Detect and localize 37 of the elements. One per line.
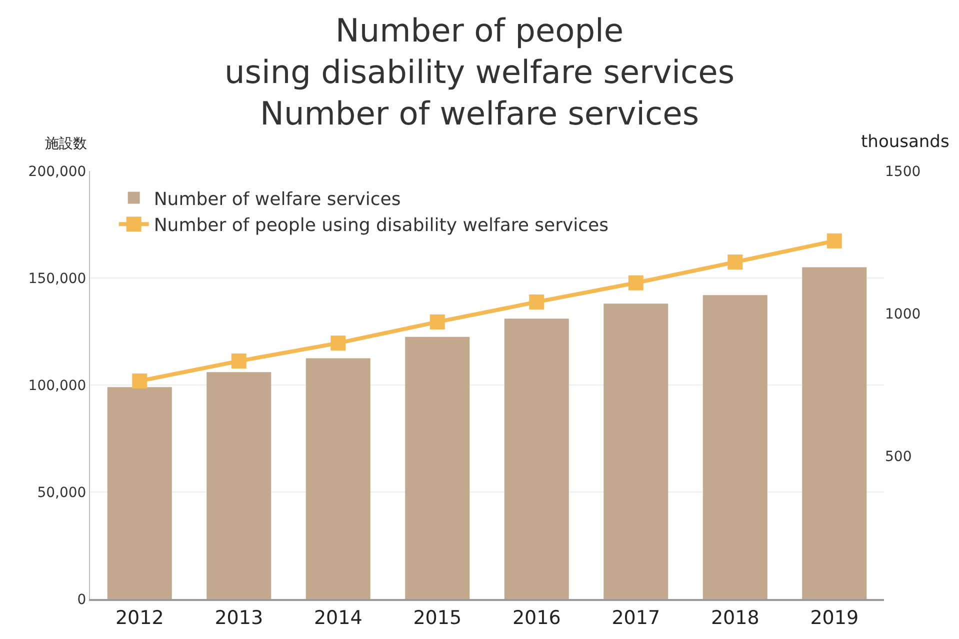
y-tick-label: 100,000 (28, 378, 86, 394)
bar (604, 304, 668, 599)
x-tick-label: 2013 (214, 606, 264, 629)
legend-label: Number of welfare services (154, 188, 401, 210)
chart-title: Number of people using disability welfare services Number of welfare services (224, 12, 734, 133)
point (231, 354, 246, 369)
y-tick-label: 200,000 (28, 164, 86, 180)
y-tick-label: 50,000 (37, 484, 86, 501)
bar (802, 267, 867, 599)
y-tick-label: 0 (77, 592, 86, 608)
point (826, 233, 842, 248)
x-tick-label: 2016 (512, 606, 561, 629)
point (529, 294, 544, 310)
bar (405, 336, 470, 599)
bar (206, 372, 272, 599)
legend-label: Number of people using disability welfare services (154, 215, 609, 236)
y2-tick-label: 1000 (885, 306, 921, 323)
bar (306, 358, 370, 599)
point (430, 314, 445, 330)
x-tick-label: 2012 (115, 606, 164, 629)
point (330, 336, 346, 351)
y-tick-label: 150,000 (28, 270, 86, 287)
x-tick-label: 2014 (314, 606, 362, 629)
x-tick-label: 2017 (612, 606, 660, 629)
bar (702, 295, 768, 599)
x-tick-label: 2015 (413, 606, 462, 629)
bar (504, 318, 569, 599)
y2-axis-title: thousands (861, 132, 950, 152)
point (728, 254, 743, 270)
y-axis-title: 施設数 (45, 136, 87, 152)
bar (107, 387, 172, 599)
point (628, 275, 644, 290)
y2-tick-label: 1500 (885, 164, 921, 180)
point (132, 374, 148, 389)
x-tick-label: 2019 (810, 606, 859, 629)
y2-tick-label: 500 (885, 449, 912, 466)
x-tick-label: 2018 (710, 606, 760, 629)
